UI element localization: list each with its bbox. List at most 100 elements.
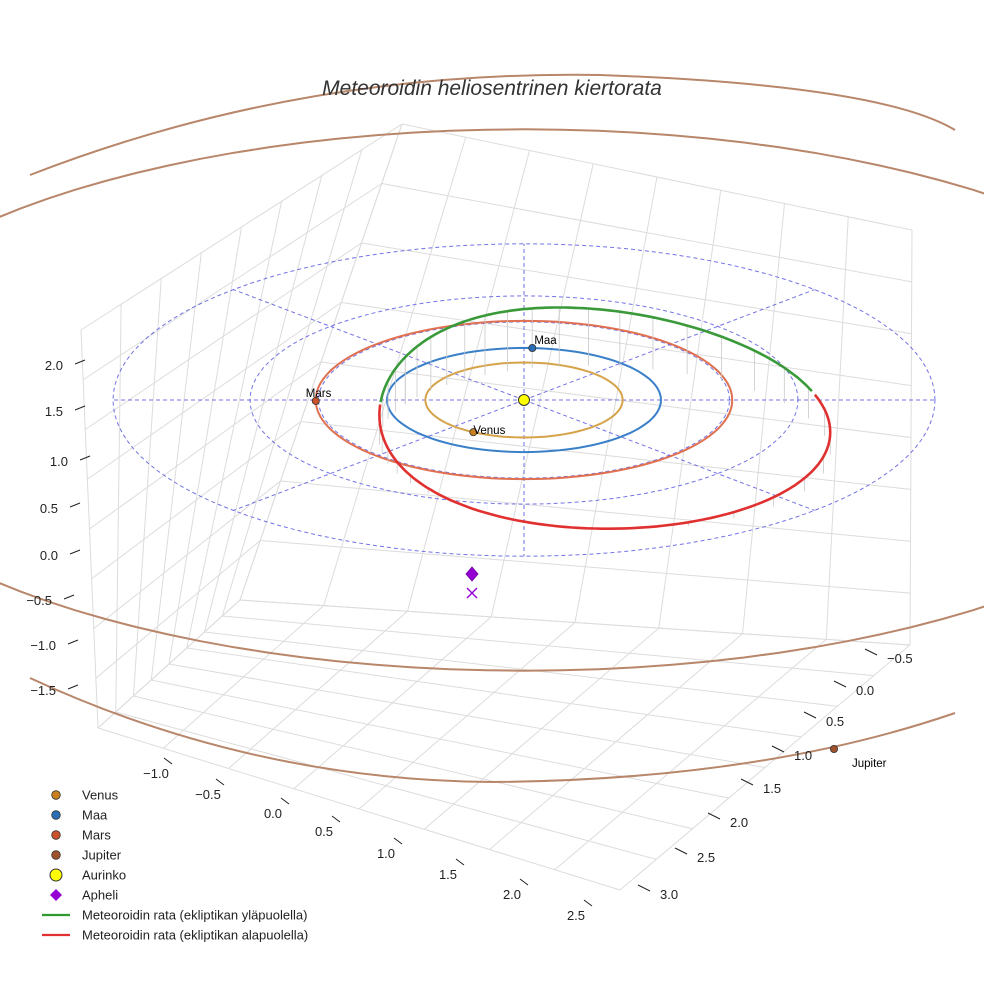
ecliptic-spoke [233,399,525,511]
y-tick-mark [740,778,754,786]
markers: Venus Maa Mars Jupiter [306,335,887,770]
legend-swatch-diamond [50,889,62,901]
left-wall-horizontal [84,242,362,430]
chart-title: Meteoroidin heliosentrinen kiertorata [322,77,662,100]
left-wall-horizontal [82,183,383,381]
left-wall-horizontal [87,302,342,480]
x-tick-mark [583,899,593,907]
legend-item: Meteoroidin rata (ekliptikan yläpuolella… [42,908,307,923]
mars-marker [311,396,320,405]
y-tick-label: 0.5 [826,714,844,729]
sun-marker [518,394,530,406]
legend-label: Mars [82,828,111,843]
z-tick-label: 1.0 [50,454,68,469]
y-tick-label: 2.0 [730,815,748,830]
left-wall-horizontal [95,540,261,679]
z-tick-mark [74,405,86,411]
y-tick-mark [707,812,721,820]
legend-item: Mars [51,828,111,843]
ecliptic-ring [317,321,730,479]
legend-label: Jupiter [82,848,122,863]
x-tick-mark [163,757,173,765]
jupiter-marker [830,745,839,754]
venus-label: Venus [473,425,505,437]
grid [80,123,913,891]
legend-label: Venus [82,788,119,803]
right-wall-horizontal [239,599,911,646]
legend-label: Meteoroidin rata (ekliptikan yläpuolella… [82,908,307,923]
legend-item: Venus [51,788,119,803]
z-tick-label: −1.0 [30,638,56,653]
meteoroid-orbit-above-ecliptic [379,306,813,403]
aphelion-projection-marker [466,587,478,599]
z-tick-label: 2.0 [45,358,63,373]
ecliptic-spoke [523,289,815,401]
floor-gridline-y [619,644,911,891]
x-tick-mark [519,878,529,886]
x-tick-label: −1.0 [143,766,169,781]
orbit-maa [385,346,662,454]
right-wall-horizontal [260,540,911,594]
orbit-jupiter-bottom [29,677,956,784]
z-tick-mark [74,359,86,365]
z-tick-label: −0.5 [26,593,52,608]
y-tick-mark [864,648,878,656]
floor-gridline-y [489,633,743,850]
maa-marker [528,344,537,353]
y-tick-label: 0.0 [856,683,874,698]
legend-swatch-dot [51,790,61,800]
right-wall-horizontal [280,480,911,542]
floor-gridline-y [554,638,827,871]
floor-gridline-x [97,727,621,891]
x-tick-mark [393,837,403,845]
z-tick-mark [63,594,75,600]
y-tick-mark [637,884,651,892]
z-tick-mark [67,684,79,690]
x-tick-label: 2.5 [567,908,585,923]
left-wall-horizontal [97,599,241,729]
legend-swatch-dot [51,830,61,840]
left-wall-horizontal [80,123,403,331]
left-wall-horizontal [89,361,322,530]
y-tick-label: 1.5 [763,781,781,796]
right-wall-horizontal [401,123,913,231]
orbit-drop-lines [379,307,831,530]
legend-item: Apheli [50,888,118,903]
legend-swatch-dot [51,850,61,860]
meteoroid-orbit [378,306,832,530]
ecliptic-spoke [523,399,815,511]
legend-label: Apheli [82,888,118,903]
axis-ticks: −1.0 −0.5 0.0 0.5 1.0 1.5 2.0 2.5 −0.5 0.0 0.5 1.0 1… [26,358,912,923]
orbit-venus [424,361,624,439]
y-tick-label: 2.5 [697,850,715,865]
legend: Venus Maa Mars Jupiter Aurinko Apheli Meteoroi… [42,788,308,943]
y-tick-mark [803,711,817,719]
legend-label: Maa [82,808,108,823]
x-tick-mark [280,797,290,805]
z-tick-label: −1.5 [30,683,56,698]
floor-gridline-x [115,711,657,860]
floor-gridline-x [133,695,693,830]
z-tick-label: 0.5 [40,501,58,516]
legend-item: Meteoroidin rata (ekliptikan alapuolella… [42,928,308,943]
z-tick-mark [79,455,91,461]
meteoroid-orbit-below-ecliptic [378,393,832,530]
legend-item: Maa [51,808,108,823]
legend-label: Aurinko [82,868,126,883]
ecliptic-spoke [233,289,525,401]
right-wall-horizontal [361,242,912,335]
aphelion-marker [465,566,479,582]
mars-label: Mars [306,388,332,400]
z-tick-mark [67,639,79,645]
legend-swatch-dot [51,810,61,820]
x-tick-label: 2.0 [503,887,521,902]
left-wall-horizontal [93,480,281,629]
x-tick-label: −0.5 [195,787,221,802]
y-tick-label: −0.5 [887,651,913,666]
legend-item: Jupiter [51,848,122,863]
x-tick-label: 0.5 [315,824,333,839]
z-tick-mark [69,549,81,555]
x-tick-mark [455,858,465,866]
right-wall-horizontal [341,302,912,387]
x-tick-mark [215,778,225,786]
